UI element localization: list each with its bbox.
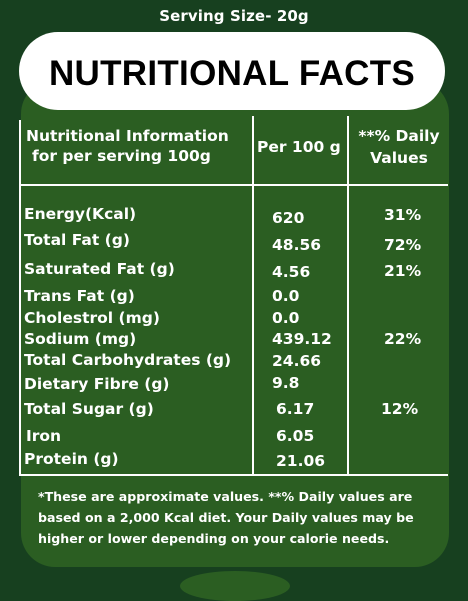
table-divider-left <box>19 120 21 475</box>
table-divider-col2 <box>347 116 349 476</box>
serving-size: Serving Size- 20g <box>159 7 309 25</box>
footnote-line1: *These are approximate values. **% Daily… <box>38 489 413 504</box>
nutrient-value: 9.8 <box>272 374 300 392</box>
table-divider-col1 <box>252 116 254 476</box>
table-bottom-divider <box>19 474 448 476</box>
nutrient-name: Sodium (mg) <box>24 330 137 348</box>
header-nutrition-info: Nutritional Information for per serving … <box>26 126 229 166</box>
nutrient-daily-value: 72% <box>384 236 422 254</box>
nutrient-name: Total Fat (g) <box>24 231 130 249</box>
nutrient-value: 24.66 <box>272 352 322 370</box>
page-title: NUTRITIONAL FACTS <box>48 54 416 93</box>
nutrient-name: Total Sugar (g) <box>24 400 154 418</box>
nutrient-name: Protein (g) <box>24 450 119 468</box>
nutrient-daily-value: 22% <box>384 330 422 348</box>
header-daily-values: **% Daily Values <box>350 125 448 169</box>
nutrient-daily-value: 31% <box>384 206 422 224</box>
nutrient-name: Cholestrol (mg) <box>24 309 160 327</box>
nutrient-name: Energy(Kcal) <box>24 205 137 223</box>
nutrient-daily-value: 21% <box>384 262 422 280</box>
header-daily-values-line2: Values <box>370 149 428 167</box>
nutrient-name: Saturated Fat (g) <box>24 260 175 278</box>
nutrient-value: 620 <box>272 209 305 227</box>
nutrient-value: 21.06 <box>276 452 326 470</box>
header-per-100g: Per 100 g <box>257 138 341 156</box>
header-nutrition-info-line2: for per serving 100g <box>32 147 211 165</box>
nutrient-name: Total Carbohydrates (g) <box>24 351 232 369</box>
nutrient-value: 0.0 <box>272 309 300 327</box>
nutrition-panel <box>21 80 449 567</box>
nutrient-name: Trans Fat (g) <box>24 287 135 305</box>
nutrient-value: 6.05 <box>276 427 315 445</box>
title-pill <box>19 32 445 110</box>
footnote-line3: higher or lower depending on your calori… <box>38 531 390 546</box>
nutrient-value: 0.0 <box>272 287 300 305</box>
footnote-line2: based on a 2,000 Kcal diet. Your Daily v… <box>38 510 414 525</box>
nutrient-value: 48.56 <box>272 236 322 254</box>
nutrient-daily-value: 12% <box>381 400 419 418</box>
table-header-divider <box>19 184 448 186</box>
bottom-decoration <box>180 571 290 601</box>
nutrient-value: 4.56 <box>272 263 311 281</box>
footnote: *These are approximate values. **% Daily… <box>38 486 448 549</box>
nutrient-name: Dietary Fibre (g) <box>24 375 170 393</box>
nutrient-name: Iron <box>26 427 62 445</box>
nutrient-value: 439.12 <box>272 330 332 348</box>
nutrient-value: 6.17 <box>276 400 315 418</box>
header-daily-values-line1: **% Daily <box>358 127 440 145</box>
header-nutrition-info-line1: Nutritional Information <box>26 127 229 145</box>
